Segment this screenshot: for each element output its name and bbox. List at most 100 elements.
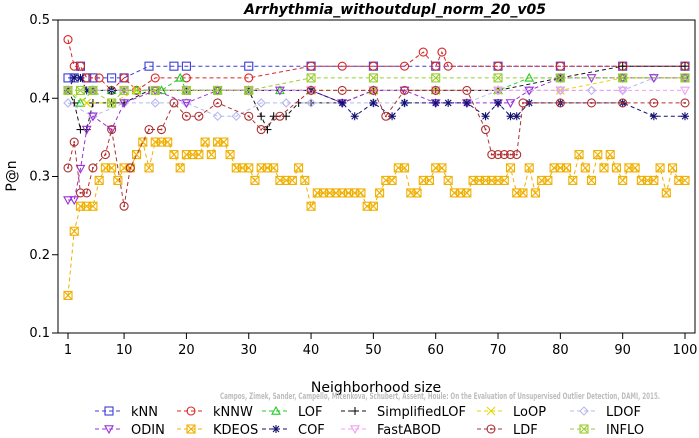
data-point — [194, 150, 204, 160]
data-point — [181, 61, 191, 71]
data-point — [63, 290, 73, 300]
legend-item-fastabod: FastABOD — [341, 423, 441, 438]
data-point — [107, 125, 117, 135]
data-point — [562, 163, 572, 173]
data-point — [524, 163, 534, 173]
data-point — [150, 98, 161, 108]
x-tick-label: 20 — [178, 343, 195, 358]
data-point — [487, 150, 497, 160]
data-point — [243, 86, 254, 96]
data-point — [630, 163, 640, 173]
legend-marker — [486, 424, 496, 434]
legend-label: LDF — [513, 423, 538, 434]
data-point — [337, 85, 347, 95]
data-point — [437, 163, 447, 173]
data-point — [212, 111, 223, 122]
data-point — [443, 175, 453, 185]
data-point — [481, 112, 490, 121]
data-point — [555, 61, 565, 71]
data-point — [338, 98, 347, 107]
data-point — [244, 163, 254, 173]
x-tick-label: 80 — [552, 343, 569, 358]
data-point — [424, 175, 435, 185]
legend-item-simplifiedlof: SimplifiedLOF — [341, 405, 466, 420]
y-tick-label: 0.5 — [29, 13, 50, 28]
data-point — [119, 85, 129, 95]
data-point — [231, 111, 242, 122]
x-tick-label: 100 — [673, 343, 698, 358]
data-point — [257, 112, 266, 121]
data-point — [69, 61, 79, 71]
data-point — [337, 61, 347, 71]
data-point — [69, 226, 79, 236]
data-point — [399, 85, 410, 95]
legend-item-knn: kNN — [95, 405, 158, 420]
legend-label: LDOF — [606, 405, 641, 420]
data-point — [63, 85, 73, 95]
legend-marker — [486, 406, 496, 416]
data-point — [368, 61, 378, 71]
data-point — [543, 175, 553, 185]
x-tick-label: 60 — [427, 343, 444, 358]
data-point — [555, 73, 565, 83]
legend-item-cof: COF — [262, 423, 325, 438]
data-point — [269, 163, 279, 173]
data-point — [82, 98, 92, 108]
data-point — [574, 150, 584, 160]
legend-item-knnw: kNNW — [177, 405, 253, 420]
data-point — [306, 73, 316, 83]
legend-marker — [350, 425, 360, 435]
data-point — [368, 73, 378, 83]
series-line — [67, 140, 685, 296]
series-line — [68, 77, 685, 104]
legend: kNN kNNW LOF SimplifiedLOF LoOP LDOF ODIN KDEOS… — [95, 405, 644, 438]
y-tick-label: 0.2 — [29, 248, 50, 263]
data-point — [599, 163, 609, 173]
legend-item-odin: ODIN — [95, 423, 165, 438]
legend-item-lof: LOF — [262, 405, 323, 420]
data-point — [618, 62, 627, 71]
data-point — [144, 61, 154, 71]
data-point — [681, 62, 689, 71]
legend-label: FastABOD — [377, 423, 441, 434]
data-point — [63, 98, 73, 108]
data-point — [618, 175, 628, 185]
data-point — [431, 98, 440, 107]
x-tick-label: 1 — [64, 343, 72, 358]
watermark: Campos, Zimek, Sander, Campello, Micenko… — [220, 392, 660, 402]
legend-marker — [186, 406, 196, 416]
data-point — [437, 47, 447, 57]
y-tick-label: 0.3 — [29, 170, 50, 185]
legend-item-loop: LoOP — [477, 405, 546, 420]
data-point — [444, 98, 453, 107]
series-knn — [63, 61, 690, 83]
data-point — [63, 196, 73, 206]
legend-item-kdeos: KDEOS — [177, 423, 258, 438]
data-point — [586, 175, 597, 185]
data-point — [76, 73, 85, 82]
data-point — [70, 73, 79, 82]
data-point — [138, 137, 148, 147]
data-point — [667, 163, 678, 173]
data-point — [256, 98, 266, 108]
data-point — [119, 201, 129, 211]
data-point — [555, 86, 566, 96]
data-point — [499, 150, 509, 160]
legend-marker — [579, 424, 589, 434]
data-point — [81, 125, 92, 135]
data-point — [82, 188, 92, 198]
data-point — [617, 86, 628, 96]
data-point — [368, 85, 378, 95]
data-point — [618, 73, 628, 83]
data-point — [125, 163, 135, 173]
data-point — [194, 111, 204, 121]
data-point — [113, 175, 123, 185]
data-point — [586, 85, 597, 96]
data-point — [244, 111, 254, 121]
y-axis-label: P@n — [4, 160, 20, 191]
data-point — [518, 188, 528, 198]
legend-label: SimplifiedLOF — [377, 405, 466, 420]
data-point — [512, 150, 522, 160]
x-tick-label: 70 — [490, 343, 507, 358]
